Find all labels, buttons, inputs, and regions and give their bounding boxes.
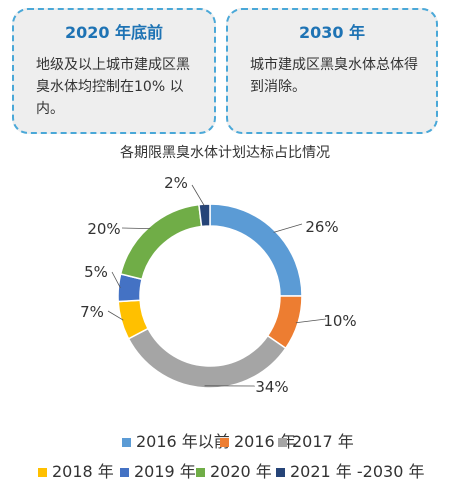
leader-line-1 [296, 319, 326, 323]
legend-item-3: 2018 年 [38, 458, 114, 482]
legend-swatch-2 [278, 438, 287, 447]
donut-slice-6 [199, 204, 210, 227]
slice-label-0: 26% [305, 218, 338, 236]
leader-line-0 [274, 224, 302, 232]
donut-slice-5 [121, 205, 202, 280]
legend-label-0: 2016 年以前 [136, 432, 230, 451]
legend-swatch-6 [276, 468, 285, 477]
legend-label-4: 2019 年 [134, 462, 196, 481]
legend-item-4: 2019 年 [120, 458, 196, 482]
legend-label-5: 2020 年 [210, 462, 272, 481]
slice-label-4: 5% [84, 263, 108, 281]
leader-line-5 [122, 228, 150, 229]
legend-item-2: 2017 年 [278, 428, 354, 452]
legend-label-2: 2017 年 [292, 432, 354, 451]
legend-swatch-3 [38, 468, 47, 477]
slice-label-1: 10% [323, 312, 356, 330]
legend-item-0: 2016 年以前 [122, 428, 230, 452]
legend-swatch-0 [122, 438, 131, 447]
slice-label-6: 2% [164, 174, 188, 192]
legend-label-3: 2018 年 [52, 462, 114, 481]
legend-swatch-1 [220, 438, 229, 447]
slice-label-2: 34% [255, 378, 288, 396]
slice-label-5: 20% [87, 220, 120, 238]
legend-swatch-5 [196, 468, 205, 477]
donut-slice-0 [210, 204, 302, 296]
legend-item-6: 2021 年 -2030 年 [276, 458, 424, 482]
legend-swatch-4 [120, 468, 129, 477]
legend-item-5: 2020 年 [196, 458, 272, 482]
legend-label-6: 2021 年 -2030 年 [290, 462, 424, 481]
slice-label-3: 7% [80, 303, 104, 321]
leader-line-6 [192, 185, 205, 206]
